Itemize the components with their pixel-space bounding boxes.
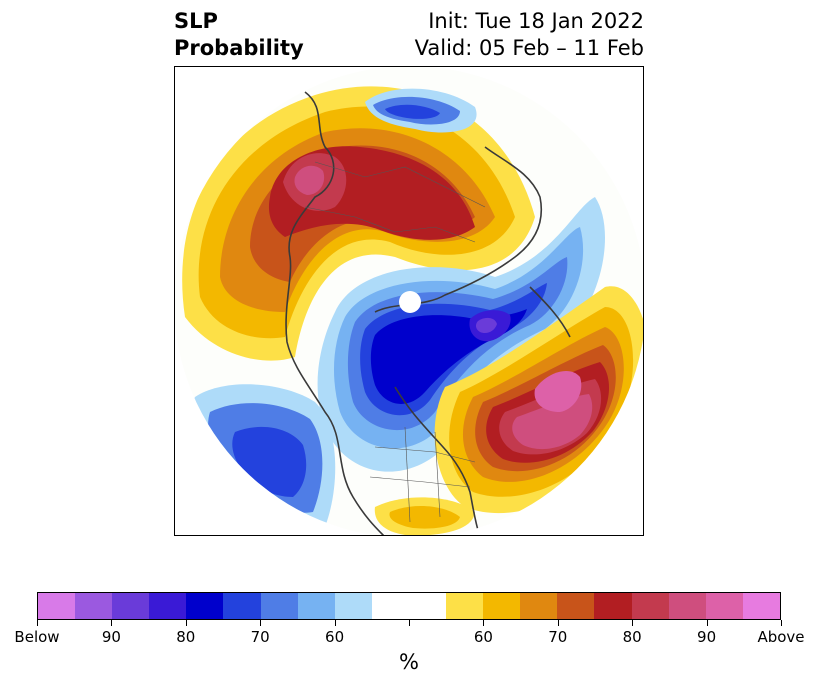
valid-range: Valid: 05 Feb – 11 Feb — [414, 36, 644, 60]
colorbar-segment — [742, 593, 780, 619]
colorbar-tick-label: 70 — [548, 628, 568, 646]
colorbar-tick — [37, 620, 38, 626]
polar-map — [174, 66, 644, 536]
above-anomaly-europe — [182, 86, 535, 361]
colorbar-segment — [520, 593, 558, 619]
colorbar-tick — [706, 620, 708, 626]
colorbar-segment — [260, 593, 298, 619]
colorbar-segment — [149, 593, 187, 619]
colorbar-tick-label: 60 — [473, 628, 493, 646]
map-canvas — [175, 67, 643, 535]
colorbar-tick-label: Above — [757, 628, 805, 646]
colorbar-segment — [112, 593, 150, 619]
colorbar-tick — [409, 620, 410, 626]
colorbar-tick — [483, 620, 485, 626]
above-anomaly-southern-us — [374, 497, 475, 535]
colorbar-segment — [705, 593, 743, 619]
colorbar-tick-label: 70 — [250, 628, 270, 646]
colorbar-segment — [631, 593, 669, 619]
colorbar-segment — [668, 593, 706, 619]
colorbar-segment — [408, 593, 447, 619]
colorbar-tick-label: 60 — [325, 628, 345, 646]
colorbar-tick-label: Below — [14, 628, 60, 646]
chart-title-left: SLP Probability — [174, 8, 304, 62]
colorbar-tick-label: 80 — [176, 628, 196, 646]
title-quantity: Probability — [174, 36, 304, 60]
colorbar-segment — [594, 593, 632, 619]
colorbar-segment — [223, 593, 261, 619]
below-anomaly-pacific — [189, 384, 336, 529]
init-date: Init: Tue 18 Jan 2022 — [428, 9, 644, 33]
colorbar-tick — [260, 620, 262, 626]
colorbar-tick — [334, 620, 336, 626]
below-anomaly-siberia — [365, 88, 477, 133]
colorbar-tick-label: 90 — [101, 628, 121, 646]
colorbar-tick-label: 90 — [697, 628, 717, 646]
title-variable: SLP — [174, 9, 218, 33]
colorbar-tick-label: 80 — [622, 628, 642, 646]
colorbar-segment — [38, 593, 76, 619]
colorbar — [37, 592, 781, 620]
probability-field — [175, 67, 643, 535]
colorbar-tick — [557, 620, 559, 626]
chart-title-right: Init: Tue 18 Jan 2022 Valid: 05 Feb – 11… — [415, 8, 644, 62]
coastlines — [285, 91, 571, 535]
colorbar-segment — [371, 593, 409, 619]
colorbar-segment — [75, 593, 113, 619]
borders — [304, 161, 486, 523]
north-pole-marker — [399, 291, 421, 313]
colorbar-tick — [185, 620, 187, 626]
colorbar-segment — [446, 593, 484, 619]
colorbar-unit: % — [399, 650, 419, 674]
colorbar-tick — [632, 620, 634, 626]
colorbar-segment — [297, 593, 335, 619]
colorbar-segment — [557, 593, 595, 619]
colorbar-segment — [186, 593, 224, 619]
colorbar-segment — [334, 593, 372, 619]
colorbar-tick — [111, 620, 113, 626]
below-anomaly-arctic — [317, 197, 605, 472]
colorbar-tick — [781, 620, 782, 626]
colorbar-segment — [483, 593, 521, 619]
